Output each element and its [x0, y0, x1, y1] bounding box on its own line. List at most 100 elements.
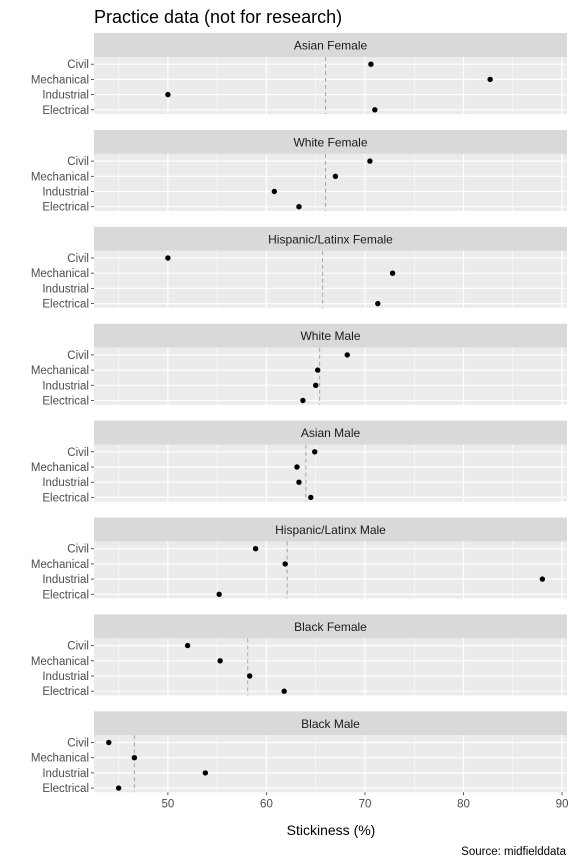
facet-strip: [94, 711, 567, 736]
facet-strip-label: White Male: [300, 329, 360, 343]
panel-background: [94, 638, 567, 696]
panel-background: [94, 541, 567, 599]
data-point-mechanical: [314, 367, 321, 373]
category-label-electrical: Electrical: [42, 105, 89, 117]
facet-panel-black-female: Black Female Civil Mechanical Industrial Ele…: [31, 614, 567, 698]
facet-strip: [94, 129, 567, 154]
data-point-mechanical: [282, 561, 288, 567]
facet-strip: [94, 420, 567, 445]
x-tick-label: 50: [162, 798, 175, 810]
category-label-industrial: Industrial: [42, 574, 89, 586]
category-label-electrical: Electrical: [42, 299, 89, 311]
facet-strip-label: Asian Female: [294, 39, 368, 53]
facet-strip-label: Asian Male: [301, 426, 361, 440]
category-label-industrial: Industrial: [42, 380, 89, 392]
data-point-electrical: [115, 785, 122, 791]
facet-panel-asian-female: Asian Female Civil Mechanical Industrial Ele…: [31, 33, 567, 117]
data-point-civil: [344, 352, 350, 358]
data-point-industrial: [296, 479, 302, 485]
data-point-civil: [165, 255, 171, 261]
data-point-industrial: [246, 673, 253, 679]
category-label-electrical: Electrical: [42, 783, 89, 795]
data-point-industrial: [539, 576, 546, 582]
panel-background: [94, 153, 567, 211]
category-label-electrical: Electrical: [42, 686, 89, 698]
category-label-industrial: Industrial: [42, 283, 89, 295]
facet-strip: [94, 323, 567, 348]
data-point-industrial: [202, 770, 209, 776]
category-label-mechanical: Mechanical: [31, 74, 89, 86]
data-point-mechanical: [131, 755, 138, 761]
facet-panel-asian-male: Asian Male Civil Mechanical Industrial Elect…: [31, 420, 567, 504]
category-label-civil: Civil: [67, 738, 89, 750]
data-point-electrical: [372, 107, 378, 113]
category-label-electrical: Electrical: [42, 202, 89, 214]
source-caption: Source: midfielddata: [461, 846, 566, 858]
category-label-electrical: Electrical: [42, 396, 89, 408]
category-label-industrial: Industrial: [42, 477, 89, 489]
category-label-mechanical: Mechanical: [31, 171, 89, 183]
panel-background: [94, 444, 567, 502]
facet-strip: [94, 226, 567, 251]
category-label-civil: Civil: [67, 156, 89, 168]
data-point-industrial: [271, 188, 278, 195]
data-point-mechanical: [217, 658, 223, 664]
data-point-mechanical: [332, 173, 339, 179]
facet-strip-label: Black Female: [294, 620, 367, 634]
category-label-mechanical: Mechanical: [31, 656, 89, 668]
chart-title: Practice data (not for research): [94, 7, 342, 27]
category-label-civil: Civil: [67, 447, 89, 459]
facet-panel-black-male: Black Male Civil Mechanical Industrial Elect…: [31, 711, 567, 795]
data-point-electrical: [300, 397, 306, 404]
facet-panel-white-female: White Female Civil Mechanical Industrial Ele…: [31, 129, 567, 214]
category-label-industrial: Industrial: [42, 90, 89, 102]
category-label-electrical: Electrical: [42, 589, 89, 601]
data-point-civil: [367, 158, 373, 164]
facet-strip: [94, 517, 567, 542]
panel-background: [94, 735, 567, 793]
category-label-industrial: Industrial: [42, 187, 89, 199]
facet-strip-label: Hispanic/Latinx Male: [275, 523, 386, 537]
category-label-civil: Civil: [67, 544, 89, 556]
data-point-industrial: [313, 382, 319, 388]
x-tick-label: 90: [556, 798, 569, 810]
data-point-electrical: [281, 688, 287, 694]
panel-background: [94, 57, 567, 114]
data-point-electrical: [308, 494, 314, 501]
category-label-mechanical: Mechanical: [31, 365, 89, 377]
category-label-civil: Civil: [67, 641, 89, 653]
facet-strip-label: Hispanic/Latinx Female: [268, 232, 393, 246]
category-label-civil: Civil: [67, 350, 89, 362]
data-point-mechanical: [389, 270, 396, 276]
facet-panel-hispanic-latinx-male: Hispanic/Latinx Male Civil Mechanical Indus…: [31, 517, 567, 601]
data-point-electrical: [375, 300, 381, 307]
data-point-civil: [368, 61, 374, 67]
category-label-mechanical: Mechanical: [31, 268, 89, 280]
data-point-civil: [312, 449, 318, 455]
x-tick-label: 80: [457, 798, 470, 810]
panel-background: [94, 250, 567, 308]
facet-strip: [94, 33, 567, 57]
facet-strip-label: Black Male: [301, 717, 360, 731]
facet-strip-label: White Female: [293, 135, 367, 149]
x-tick-label: 70: [359, 798, 372, 810]
data-point-mechanical: [294, 464, 300, 470]
x-axis: 50 60 70 80 90: [162, 792, 569, 810]
data-point-civil: [106, 739, 112, 746]
x-axis-title: Stickiness (%): [287, 822, 376, 838]
category-label-mechanical: Mechanical: [31, 462, 89, 474]
facet-strip: [94, 614, 567, 639]
category-label-mechanical: Mechanical: [31, 753, 89, 765]
category-label-electrical: Electrical: [42, 492, 89, 504]
facet-panel-hispanic-latinx-female: Hispanic/Latinx Female Civil Mechanical Ind…: [31, 226, 567, 311]
category-label-mechanical: Mechanical: [31, 559, 89, 571]
panel-background: [94, 347, 567, 405]
data-point-mechanical: [487, 76, 493, 83]
category-label-industrial: Industrial: [42, 671, 89, 683]
facet-panels: Asian Female Civil Mechanical Industrial Ele…: [31, 33, 567, 795]
category-label-industrial: Industrial: [42, 768, 89, 780]
data-point-electrical: [296, 204, 302, 210]
data-point-industrial: [165, 91, 171, 98]
category-label-civil: Civil: [67, 59, 89, 71]
